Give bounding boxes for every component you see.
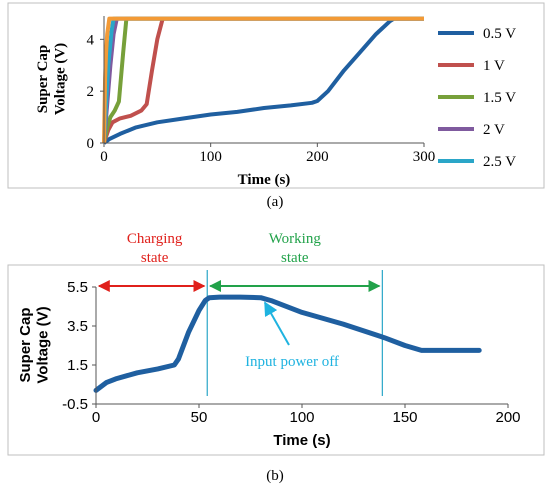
charging-state-label: Charging state bbox=[127, 231, 183, 266]
power-off-arrow bbox=[264, 301, 290, 346]
chart-b-border bbox=[7, 264, 545, 456]
legend-label-0: 0.5 V bbox=[483, 26, 516, 42]
chart-a: 0 100 200 300 0 2 4 Super CapVoltage (V) Time … bbox=[7, 2, 545, 189]
chart-b-xtick-label: 100 bbox=[289, 409, 314, 426]
chart-a-xtick-label: 100 bbox=[199, 149, 222, 165]
chart-b-ylabel: Super CapVoltage (V) bbox=[17, 306, 51, 383]
chart-a-xtick-label: 0 bbox=[100, 149, 108, 165]
chart-b-ytick-label: 3.5 bbox=[67, 318, 88, 335]
chart-a-xlabel: Time (s) bbox=[238, 172, 291, 188]
chart-b-ytick-label: -0.5 bbox=[62, 396, 88, 413]
chart-b-xtick-label: 200 bbox=[495, 409, 520, 426]
chart-a-ytick-label: 0 bbox=[87, 136, 95, 152]
chart-a-ticks: 0 100 200 300 0 2 4 bbox=[87, 32, 436, 165]
chart-b-xtick-label: 0 bbox=[92, 409, 100, 426]
power-off-label: Input power off bbox=[245, 354, 339, 370]
legend-label-2: 1.5 V bbox=[483, 90, 516, 106]
chart-b-ytick-label: 1.5 bbox=[67, 357, 88, 374]
chart-a-ytick-label: 2 bbox=[87, 84, 95, 100]
legend-label-1: 1 V bbox=[483, 58, 505, 74]
chart-b-series-voltage bbox=[93, 294, 482, 393]
chart-a-series-line-2 bbox=[102, 16, 424, 144]
chart-a-border bbox=[7, 2, 545, 189]
chart-b-series-group bbox=[93, 294, 482, 393]
chart-b-xtick-label: 150 bbox=[392, 409, 417, 426]
chart-b-ticks: 0 50 100 150 200 -0.5 1.5 3.5 5.5 bbox=[62, 279, 520, 426]
chart-a-series-line-1 bbox=[102, 16, 424, 144]
chart-a-series-group bbox=[102, 16, 424, 145]
chart-a-series-line-0 bbox=[102, 16, 424, 145]
chart-a-ylabel: Super CapVoltage (V) bbox=[35, 43, 68, 115]
legend-label-4: 2.5 V bbox=[483, 154, 516, 170]
chart-b: 0 50 100 150 200 -0.5 1.5 3.5 5.5 Super CapVolta… bbox=[7, 264, 545, 456]
chart-b-xtick-label: 50 bbox=[191, 409, 208, 426]
chart-b-gridlines bbox=[206, 270, 383, 396]
caption-b: (b) bbox=[266, 468, 284, 484]
chart-a-xtick-label: 300 bbox=[413, 149, 436, 165]
chart-b-xlabel: Time (s) bbox=[273, 432, 330, 449]
chart-a-legend: 0.5 V 1 V 1.5 V 2 V 2.5 V bbox=[438, 26, 516, 170]
chart-a-xtick-label: 200 bbox=[306, 149, 329, 165]
chart-a-series-extra bbox=[102, 16, 424, 144]
working-state-label: Working state bbox=[269, 231, 322, 266]
chart-b-ytick-label: 5.5 bbox=[67, 279, 88, 296]
legend-label-3: 2 V bbox=[483, 122, 505, 138]
caption-a: (a) bbox=[267, 194, 284, 210]
chart-b-annotations: Charging state Working state Input power o… bbox=[97, 231, 381, 370]
chart-a-ytick-label: 4 bbox=[87, 32, 95, 48]
